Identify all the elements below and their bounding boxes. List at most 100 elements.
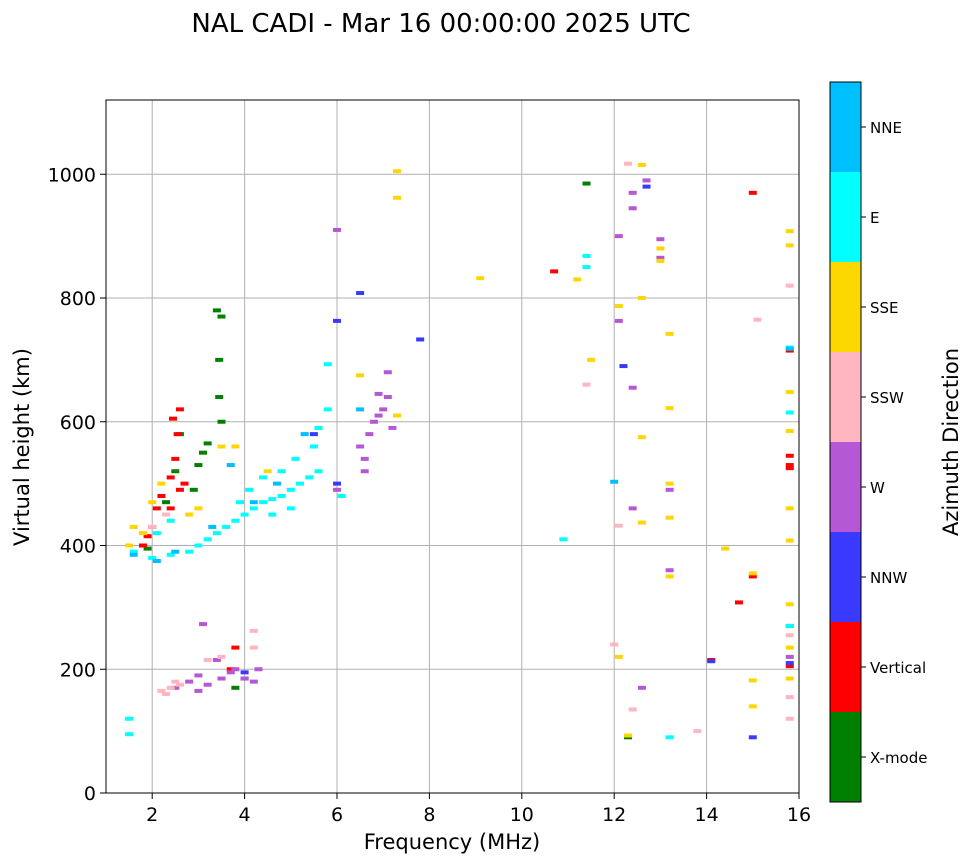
colorbar-segment	[830, 532, 861, 622]
data-point	[194, 543, 203, 548]
data-point	[624, 733, 633, 738]
data-point	[185, 679, 194, 684]
data-point	[185, 512, 194, 517]
data-point	[203, 537, 212, 542]
data-point	[171, 469, 180, 474]
data-point	[665, 331, 674, 336]
data-point	[550, 269, 559, 274]
data-point	[208, 524, 217, 529]
data-point	[333, 481, 341, 486]
data-point	[333, 318, 341, 323]
data-point	[272, 481, 281, 486]
data-point	[785, 453, 794, 458]
data-point	[785, 661, 794, 666]
y-tick-label: 1000	[48, 164, 96, 186]
data-point	[217, 654, 226, 659]
data-point	[369, 419, 378, 424]
data-point	[129, 552, 138, 557]
data-point	[231, 444, 240, 449]
data-point	[734, 600, 743, 605]
data-point	[148, 500, 157, 505]
series-e	[125, 253, 794, 740]
colorbar-tick-label: E	[870, 209, 879, 227]
series-x-mode	[143, 181, 794, 740]
data-point	[587, 357, 596, 362]
data-point	[194, 506, 203, 511]
data-point	[665, 568, 674, 573]
data-point	[259, 475, 268, 480]
data-point	[614, 304, 623, 309]
data-point	[323, 362, 332, 367]
data-point	[249, 679, 258, 684]
data-point	[323, 407, 332, 412]
data-point	[693, 729, 702, 734]
data-point	[785, 463, 794, 468]
data-point	[217, 314, 226, 319]
data-point	[240, 512, 249, 517]
data-point	[173, 432, 182, 437]
data-point	[194, 688, 203, 693]
data-point	[199, 622, 208, 627]
data-point	[582, 382, 591, 387]
data-point	[356, 407, 365, 412]
data-point	[665, 574, 674, 579]
data-point	[175, 487, 184, 492]
data-point	[393, 413, 402, 418]
data-point	[226, 667, 235, 672]
data-point	[656, 246, 665, 251]
y-tick-label: 400	[60, 536, 96, 558]
data-point	[268, 512, 277, 517]
data-point	[263, 469, 272, 474]
data-point	[333, 227, 341, 232]
data-point	[748, 571, 757, 576]
data-point	[753, 317, 762, 322]
y-axis-ticks: 0 200 400 600 800 1000	[48, 164, 106, 805]
data-point	[249, 500, 258, 505]
data-point	[268, 497, 277, 502]
data-point	[785, 654, 794, 659]
colorbar-segment	[830, 352, 861, 442]
x-axis-ticks: 2 4 6 8 10 12 14 16	[146, 793, 811, 826]
data-point	[637, 435, 646, 440]
data-point	[212, 308, 221, 313]
colorbar-segment	[830, 82, 861, 172]
data-point	[152, 531, 161, 536]
data-point	[212, 531, 221, 536]
data-point	[356, 291, 365, 296]
data-point	[143, 534, 152, 539]
data-point	[656, 237, 665, 242]
data-point	[162, 512, 171, 517]
colorbar-tick-label: NNW	[870, 569, 907, 587]
data-point	[231, 645, 240, 650]
series-vertical	[138, 190, 794, 672]
data-point	[614, 318, 623, 323]
data-point	[383, 395, 392, 399]
data-point	[166, 518, 175, 523]
colorbar-tick-label: SSE	[870, 299, 899, 317]
data-point	[628, 506, 637, 511]
plot-frame	[105, 99, 800, 794]
data-point	[610, 642, 619, 647]
data-point	[337, 494, 346, 498]
chart-title: NAL CADI - Mar 16 00:00:00 2025 UTC	[191, 9, 690, 39]
data-point	[785, 602, 794, 607]
data-point	[628, 206, 637, 211]
data-point	[374, 391, 383, 396]
data-point	[785, 229, 794, 234]
data-point	[249, 506, 258, 511]
data-point	[166, 552, 175, 557]
data-point	[785, 664, 794, 669]
data-point	[707, 659, 716, 664]
data-point	[665, 487, 674, 492]
data-point	[416, 337, 425, 342]
data-point	[365, 432, 374, 437]
data-point	[162, 500, 171, 505]
data-point	[166, 506, 175, 511]
colorbar-segment	[830, 172, 861, 262]
data-point	[785, 429, 794, 434]
data-point	[125, 716, 134, 721]
data-point	[748, 704, 757, 709]
data-point	[785, 283, 794, 288]
data-point	[235, 500, 244, 505]
